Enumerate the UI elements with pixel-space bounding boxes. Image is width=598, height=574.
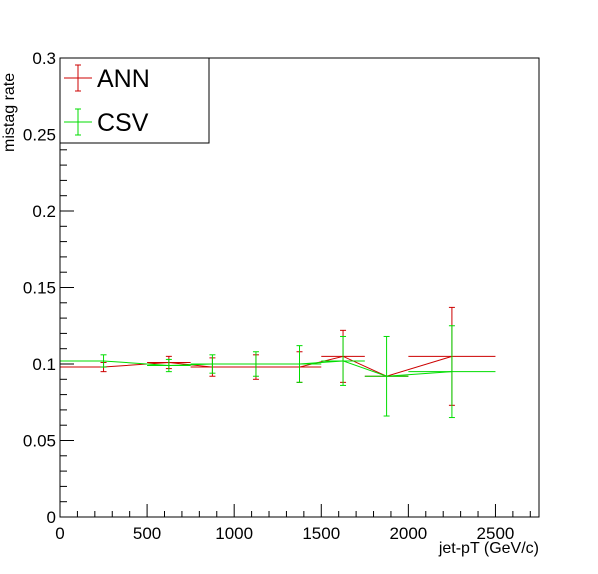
x-tick-label: 1500 xyxy=(302,524,340,543)
x-tick-label: 2000 xyxy=(389,524,427,543)
data-point xyxy=(321,335,365,386)
data-point xyxy=(190,354,235,374)
legend: ANN CSV xyxy=(59,57,210,144)
data-point xyxy=(147,358,191,373)
y-tick-label: 0 xyxy=(47,508,56,527)
x-tick-label: 0 xyxy=(55,524,64,543)
x-tick-label: 500 xyxy=(133,524,161,543)
y-tick-label: 0.1 xyxy=(32,355,56,374)
data-point xyxy=(100,354,107,368)
legend-label: CSV xyxy=(97,109,149,137)
y-tick-label: 0.25 xyxy=(23,126,56,145)
data-point xyxy=(234,351,278,377)
data-point xyxy=(408,325,496,419)
data-point xyxy=(277,345,322,383)
legend-box xyxy=(59,57,210,144)
x-tick-label: 1000 xyxy=(215,524,253,543)
data-point xyxy=(364,335,409,417)
y-tick-label: 0.05 xyxy=(23,432,56,451)
x-axis: 0 500 1000 1500 2000 2500 xyxy=(55,504,531,543)
y-axis: 0 0.05 0.1 0.15 0.2 0.25 0.3 xyxy=(23,49,74,527)
y-axis-title: mistag rate xyxy=(1,73,18,152)
y-tick-label: 0.15 xyxy=(23,279,56,298)
legend-entry-ann: ANN xyxy=(64,64,150,93)
legend-label: ANN xyxy=(97,65,150,93)
series-csv xyxy=(60,325,496,419)
y-tick-label: 0.2 xyxy=(32,202,56,221)
x-tick-label: 2500 xyxy=(477,524,515,543)
legend-entry-csv: CSV xyxy=(64,108,149,137)
x-axis-title: jet-pT (GeV/c) xyxy=(438,540,539,557)
plot-area xyxy=(60,306,496,419)
y-tick-label: 0.3 xyxy=(32,49,56,68)
